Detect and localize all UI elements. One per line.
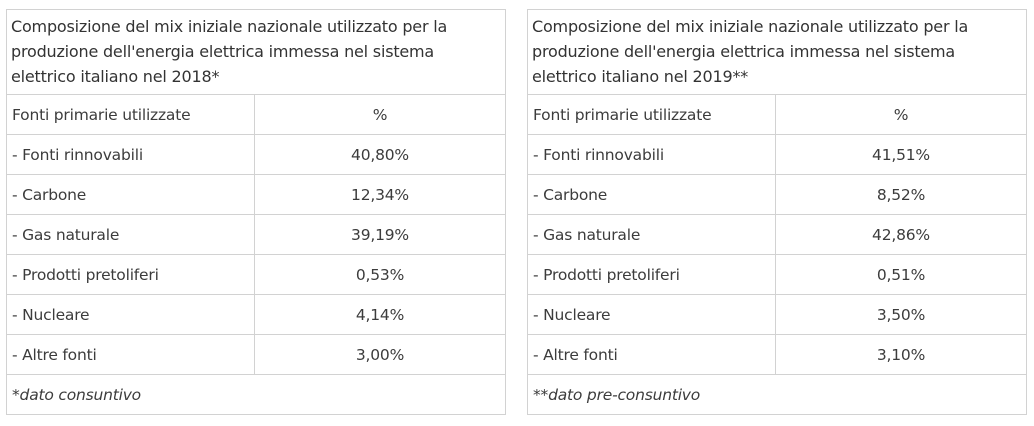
caption-footnote-mark: ** bbox=[732, 67, 749, 86]
row-value: 3,10% bbox=[774, 334, 1028, 375]
table-header-row: Fonti primarie utilizzate % bbox=[527, 94, 1028, 135]
table-row: - Altre fonti 3,10% bbox=[527, 334, 1028, 375]
table-footnote: **dato pre-consuntivo bbox=[526, 374, 1028, 415]
row-source: - Prodotti pretoliferi bbox=[6, 254, 255, 295]
header-percent: % bbox=[254, 94, 506, 135]
table-footnote: *dato consuntivo bbox=[6, 374, 506, 415]
row-source: - Altre fonti bbox=[527, 334, 776, 375]
row-source: - Prodotti pretoliferi bbox=[527, 254, 776, 295]
table-row: - Prodotti pretoliferi 0,51% bbox=[527, 254, 1028, 295]
table-row: - Altre fonti 3,00% bbox=[6, 334, 506, 375]
caption-text: Composizione del mix iniziale nazionale … bbox=[11, 17, 448, 86]
row-source: - Carbone bbox=[527, 174, 776, 215]
row-source: - Nucleare bbox=[6, 294, 255, 335]
row-source: - Gas naturale bbox=[6, 214, 255, 255]
row-value: 0,53% bbox=[254, 254, 506, 295]
row-value: 8,52% bbox=[774, 174, 1028, 215]
row-value: 3,50% bbox=[774, 294, 1028, 335]
table-row: - Prodotti pretoliferi 0,53% bbox=[6, 254, 506, 295]
table-header-row: Fonti primarie utilizzate % bbox=[6, 94, 506, 135]
row-value: 40,80% bbox=[254, 134, 506, 175]
row-source: - Fonti rinnovabili bbox=[6, 134, 255, 175]
table-caption: Composizione del mix iniziale nazionale … bbox=[526, 9, 1028, 95]
table-row: - Carbone 8,52% bbox=[527, 174, 1028, 215]
row-value: 4,14% bbox=[254, 294, 506, 335]
table-row: - Carbone 12,34% bbox=[6, 174, 506, 215]
caption-footnote-mark: * bbox=[211, 67, 220, 86]
table-row: - Nucleare 3,50% bbox=[527, 294, 1028, 335]
row-source: - Carbone bbox=[6, 174, 255, 215]
table-caption: Composizione del mix iniziale nazionale … bbox=[6, 9, 506, 95]
row-value: 39,19% bbox=[254, 214, 506, 255]
row-source: - Altre fonti bbox=[6, 334, 255, 375]
table-row: - Nucleare 4,14% bbox=[6, 294, 506, 335]
header-percent: % bbox=[774, 94, 1028, 135]
row-source: - Nucleare bbox=[527, 294, 776, 335]
energy-mix-table-2018: Composizione del mix iniziale nazionale … bbox=[6, 9, 506, 415]
table-row: - Gas naturale 42,86% bbox=[527, 214, 1028, 255]
row-value: 0,51% bbox=[774, 254, 1028, 295]
row-value: 41,51% bbox=[774, 134, 1028, 175]
row-source: - Gas naturale bbox=[527, 214, 776, 255]
table-row: - Fonti rinnovabili 41,51% bbox=[527, 134, 1028, 175]
row-value: 3,00% bbox=[254, 334, 506, 375]
energy-mix-table-2019: Composizione del mix iniziale nazionale … bbox=[526, 9, 1028, 415]
table-row: - Gas naturale 39,19% bbox=[6, 214, 506, 255]
table-row: - Fonti rinnovabili 40,80% bbox=[6, 134, 506, 175]
row-value: 42,86% bbox=[774, 214, 1028, 255]
header-source: Fonti primarie utilizzate bbox=[6, 94, 255, 135]
row-source: - Fonti rinnovabili bbox=[527, 134, 776, 175]
caption-text: Composizione del mix iniziale nazionale … bbox=[532, 17, 969, 86]
header-source: Fonti primarie utilizzate bbox=[527, 94, 776, 135]
row-value: 12,34% bbox=[254, 174, 506, 215]
